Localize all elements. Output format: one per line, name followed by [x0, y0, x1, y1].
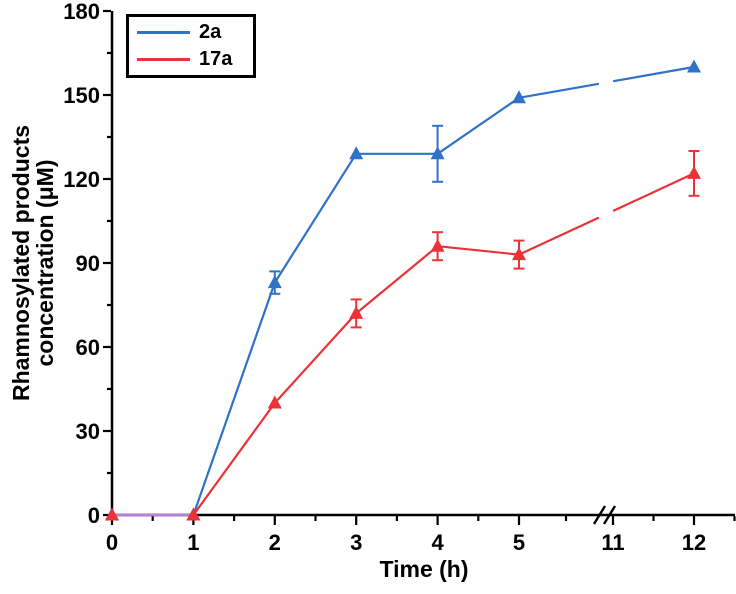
triangle-marker-icon: [105, 507, 119, 521]
x-tick-label: 0: [106, 530, 118, 555]
triangle-marker-icon: [687, 165, 701, 179]
triangle-marker-icon: [267, 395, 282, 409]
series-17a-line: [110, 172, 696, 517]
x-axis-break-icon: [592, 505, 617, 525]
series-17a-error-bars: [350, 150, 700, 329]
ticks: [103, 9, 736, 525]
y-tick-label: 30: [76, 419, 100, 444]
legend-entry-17a: 17a: [135, 47, 253, 73]
x-tick-label: 12: [682, 530, 706, 555]
triangle-marker-icon: [186, 507, 201, 521]
legend-line-sample-17a: [137, 58, 190, 61]
legend: 2a 17a: [126, 14, 256, 78]
legend-label-2a: 2a: [199, 21, 222, 43]
triangle-marker-icon: [349, 305, 364, 319]
axes: [110, 11, 735, 517]
x-tick-label: 3: [350, 530, 362, 555]
y-tick-label: 150: [63, 83, 100, 108]
series-17a-markers: [105, 165, 701, 521]
series-2a-markers: [105, 59, 701, 521]
x-tick-label: 4: [431, 530, 444, 555]
x-tick-label: 11: [601, 530, 624, 555]
triangle-marker-icon: [512, 90, 526, 104]
y-tick-label: 90: [76, 251, 100, 276]
x-tick-label: 5: [513, 530, 525, 555]
y-axis-title-line1: Rhamnosylated products: [8, 124, 34, 402]
legend-label-17a: 17a: [199, 48, 233, 70]
x-axis-title: Time (h): [379, 556, 469, 582]
triangle-marker-icon: [267, 275, 282, 289]
triangle-marker-icon: [349, 146, 364, 160]
triangle-marker-icon: [512, 247, 526, 261]
triangle-marker-icon: [430, 238, 445, 252]
triangle-marker-icon: [430, 146, 445, 160]
x-tick-label: 2: [269, 530, 281, 555]
y-tick-label: 0: [88, 503, 100, 528]
y-axis-title: Rhamnosylated products concentration (μM…: [8, 83, 58, 443]
triangle-marker-icon: [687, 59, 701, 73]
legend-entry-2a: 2a: [135, 20, 253, 46]
y-tick-label: 180: [63, 0, 100, 24]
x-tick-label: 1: [187, 530, 199, 555]
y-tick-label: 120: [63, 167, 100, 192]
y-tick-label: 60: [76, 335, 100, 360]
series-2a-line: [110, 65, 696, 517]
legend-line-sample-2a: [137, 31, 190, 34]
y-axis-title-line2: concentration (μM): [32, 159, 58, 367]
